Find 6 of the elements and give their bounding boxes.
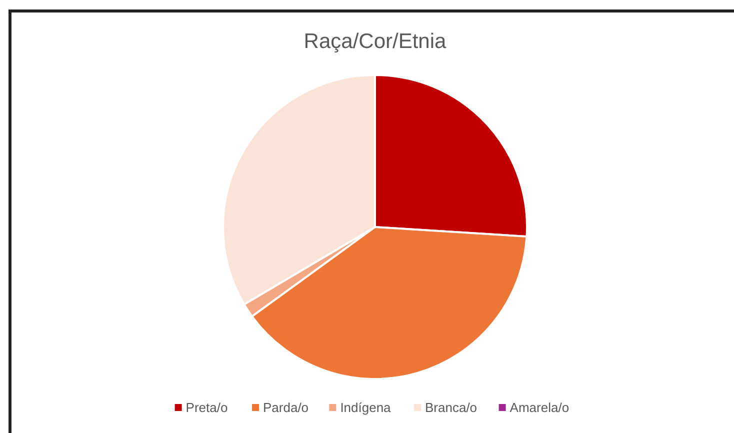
legend-label: Branca/o <box>425 400 478 415</box>
legend-label: Indígena <box>340 400 392 415</box>
chart-title: Raça/Cor/Etnia <box>304 30 447 53</box>
legend-label: Amarela/o <box>510 400 570 415</box>
legend-label: Parda/o <box>263 400 309 415</box>
legend-label: Preta/o <box>186 400 228 415</box>
